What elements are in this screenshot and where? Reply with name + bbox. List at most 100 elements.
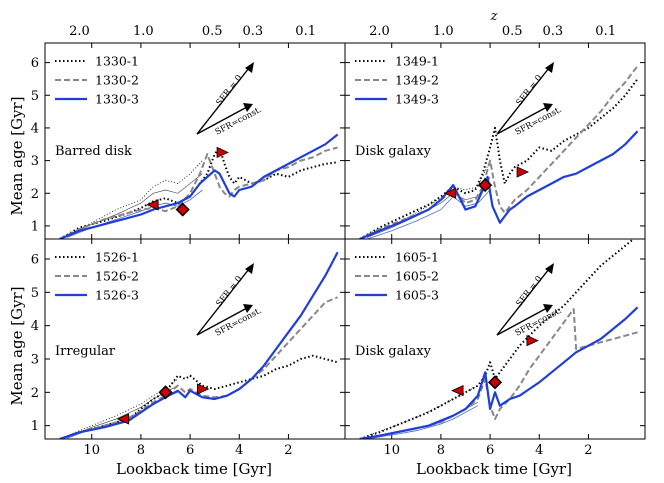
- series-line-1330-3: [59, 133, 339, 239]
- panel-frame: [44, 238, 346, 440]
- arrowhead: [243, 103, 253, 112]
- panel-annotation: Irregular: [55, 344, 116, 359]
- legend-label: 1605-3: [395, 288, 439, 303]
- thin-line-thin-2: [66, 173, 203, 237]
- x-tick-label: 6: [486, 443, 494, 458]
- panel-annotation: Disk galaxy: [355, 344, 432, 359]
- arrow-sfr-const: [496, 307, 548, 336]
- top-tick-label: 0.1: [595, 24, 616, 39]
- marker-triangle-left: [146, 199, 159, 211]
- marker-diamond: [487, 375, 503, 390]
- series-line-1349-3: [359, 130, 639, 239]
- legend-label: 1526-3: [95, 288, 139, 303]
- series-line-1605-2: [359, 308, 638, 439]
- marker-triangle-right: [526, 335, 539, 347]
- y-tick-label: 6: [31, 253, 39, 268]
- y-tick-label: 2: [31, 386, 39, 401]
- arrowhead: [245, 62, 254, 73]
- top-tick-label: 0.3: [542, 24, 563, 39]
- series-line-1526-3: [59, 251, 339, 439]
- panel-annotation: Disk galaxy: [355, 144, 432, 159]
- series-line-1526-1: [59, 354, 338, 439]
- marker-triangle-left: [451, 385, 464, 397]
- legend: 1330-1 1330-2 1330-3: [55, 54, 139, 107]
- thin-line-thin-3: [366, 189, 491, 239]
- x-tick-label: 6: [186, 443, 194, 458]
- panel-bottom-right: 10 8 6 4 2 1605-1 1605-2 1605-3 Disk galaxy SFR =…: [344, 238, 646, 458]
- top-tick-label: 0.5: [202, 24, 223, 39]
- panel-lines: [359, 239, 639, 439]
- top-tick-label: 0.1: [295, 24, 316, 39]
- legend: 1349-1 1349-2 1349-3: [355, 54, 439, 107]
- top-tick-label: 0.3: [242, 24, 263, 39]
- series-line-1330-2: [59, 146, 338, 239]
- panel-lines: [59, 251, 339, 439]
- x-tick-label: 4: [535, 443, 543, 458]
- arrowhead: [245, 263, 254, 274]
- legend-label: 1605-2: [395, 269, 439, 284]
- thin-line-thin-1: [366, 160, 491, 238]
- y-tick-label: 5: [31, 286, 39, 301]
- arrow-sfr-const: [196, 106, 248, 135]
- y-tick-label: 6: [31, 56, 39, 71]
- y-tick-label: 1: [31, 219, 39, 234]
- top-tick-label: 2.0: [369, 24, 390, 39]
- legend-label: 1349-1: [395, 54, 439, 69]
- legend-label: 1349-3: [395, 92, 439, 107]
- x-tick-label: 8: [137, 443, 145, 458]
- y-axis-label-bottom: Mean age [Gyr]: [8, 286, 26, 405]
- thin-line-thin-1: [66, 378, 179, 437]
- arrowhead: [543, 304, 553, 313]
- arrow-sfr-zero: [496, 67, 550, 135]
- y-tick-label: 3: [31, 154, 39, 169]
- legend-label: 1526-2: [95, 269, 139, 284]
- x-tick-label: 10: [383, 443, 400, 458]
- arrow-sfr-zero: [196, 67, 250, 135]
- arrowhead: [543, 103, 553, 112]
- x-tick-label: 2: [284, 443, 292, 458]
- panel-top-left: 1 2 3 4 5 6 1330-1 1330-2 1330-3 Barred disk SFR =…: [31, 42, 346, 240]
- thin-line-thin-2: [367, 401, 478, 439]
- x-axis-label-left: Lookback time [Gyr]: [116, 460, 272, 478]
- y-tick-label: 5: [31, 89, 39, 104]
- x-tick-label: 8: [437, 443, 445, 458]
- arrow-sfr-const: [196, 307, 248, 336]
- y-axis-label-top: Mean age [Gyr]: [8, 96, 26, 215]
- marker-triangle-left: [116, 413, 130, 425]
- legend: 1605-1 1605-2 1605-3: [355, 250, 439, 303]
- panel-annotation: Barred disk: [55, 144, 132, 159]
- panels: 1 2 3 4 5 6 1330-1 1330-2 1330-3 Barred disk SFR =…: [31, 42, 646, 458]
- series-line-1526-2: [59, 296, 338, 439]
- arrowhead: [243, 304, 253, 313]
- series-line-1605-3: [359, 306, 639, 439]
- legend-label: 1526-1: [95, 250, 139, 265]
- top-tick-label: 1.0: [433, 24, 454, 39]
- x-tick-label: 2: [584, 443, 592, 458]
- arrowhead: [545, 62, 554, 73]
- arrow-label-sfr-zero: SFR = 0: [514, 274, 544, 309]
- top-tick-label: 1.0: [133, 24, 154, 39]
- legend-label: 1349-2: [395, 73, 439, 88]
- panel-top-right: 1349-1 1349-2 1349-3 Disk galaxy SFR = 0SFR=…: [344, 42, 646, 240]
- x-axis-label-right: Lookback time [Gyr]: [416, 460, 572, 478]
- arrow-label-sfr-zero: SFR = 0: [514, 73, 544, 108]
- y-tick-label: 1: [31, 419, 39, 434]
- series-line-1605-1: [359, 239, 636, 439]
- legend-label: 1330-1: [95, 54, 139, 69]
- marker-diamond: [158, 385, 173, 400]
- top-axis-label: z: [490, 9, 498, 24]
- marker-triangle-left: [443, 187, 457, 199]
- thin-line-thin-1: [66, 160, 203, 237]
- arrow-sfr-const: [496, 106, 548, 135]
- marker-triangle-right: [196, 383, 210, 395]
- legend-label: 1330-3: [95, 92, 139, 107]
- legend-label: 1605-1: [395, 250, 439, 265]
- series-line-1349-1: [359, 78, 639, 239]
- legend: 1526-1 1526-2 1526-3: [55, 250, 139, 303]
- y-tick-label: 4: [31, 319, 39, 334]
